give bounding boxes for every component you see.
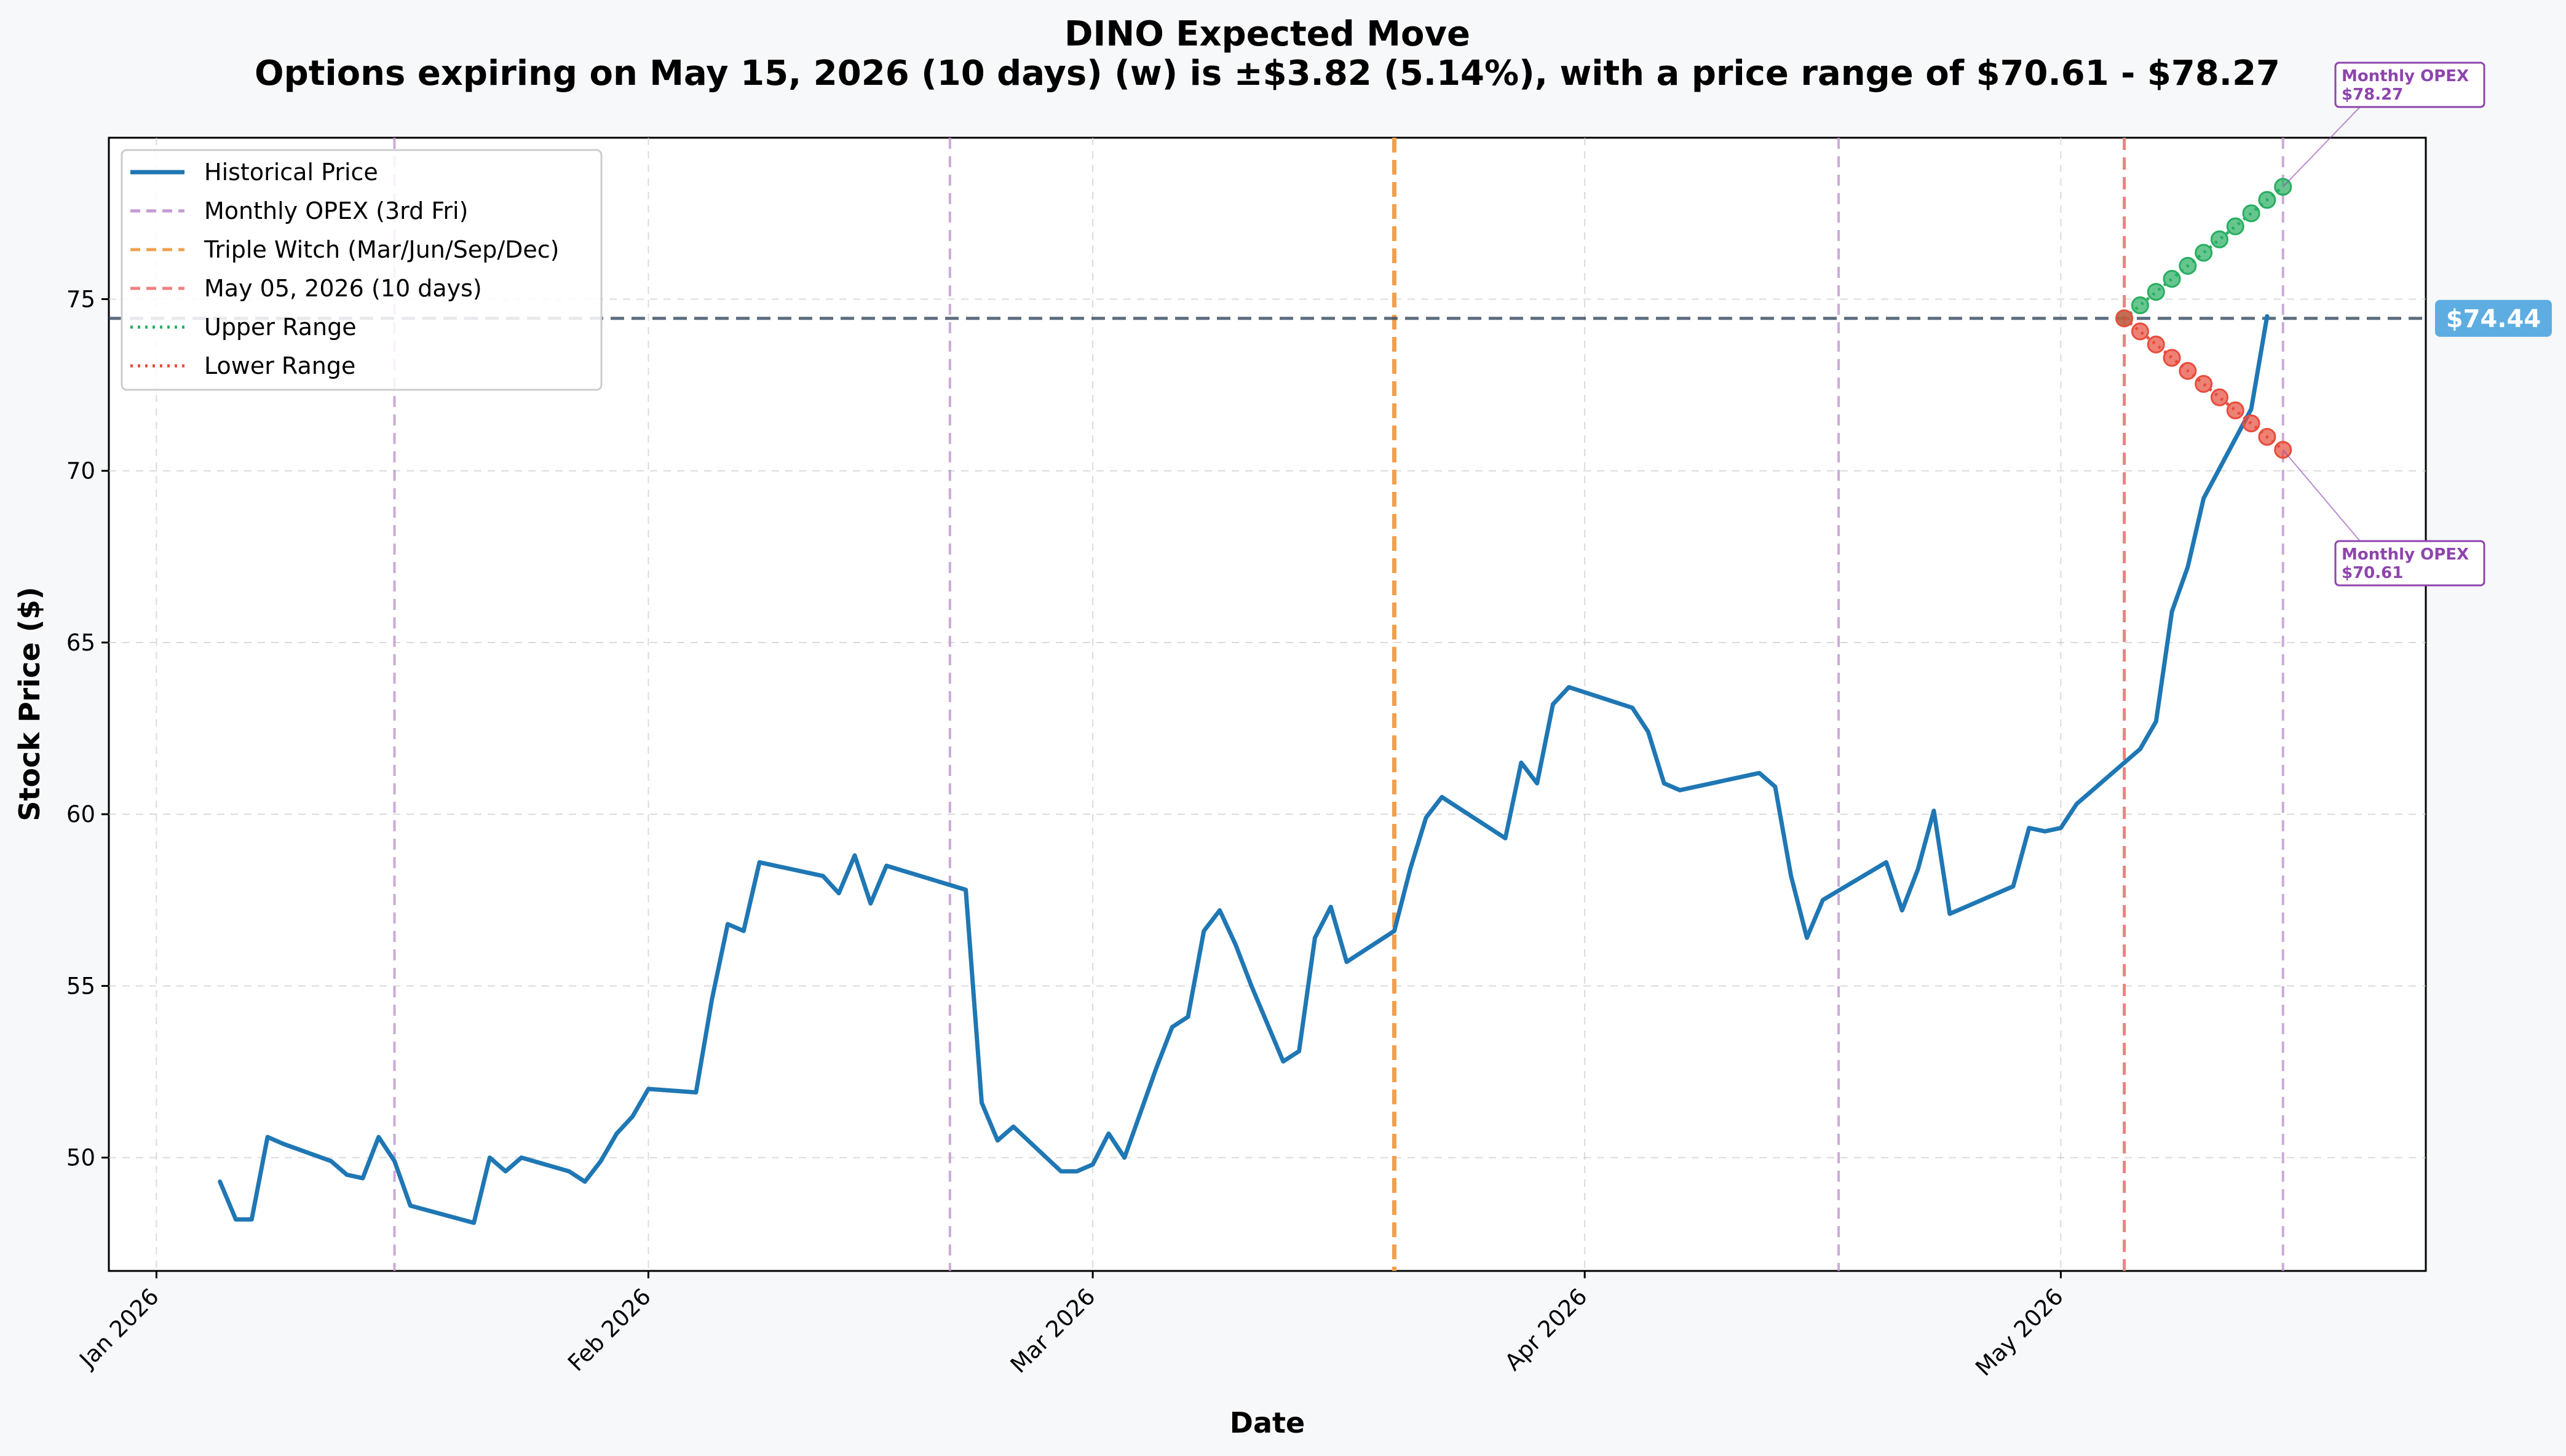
annotation-title: Monthly OPEX xyxy=(2342,67,2469,85)
legend-label: Monthly OPEX (3rd Fri) xyxy=(204,197,468,224)
current-price-tag xyxy=(2435,299,2552,337)
upper-range-point xyxy=(2210,230,2228,248)
y-tick-label: 55 xyxy=(66,973,95,999)
upper-range-point xyxy=(2163,270,2181,288)
annotation-connector xyxy=(2283,106,2361,188)
lower-range-point xyxy=(2242,414,2260,433)
annotation-value: $70.61 xyxy=(2342,564,2403,582)
legend-box xyxy=(121,149,603,391)
y-tick-label: 70 xyxy=(66,458,95,485)
legend-label: Historical Price xyxy=(204,159,378,186)
x-tick-label: Jan 2026 xyxy=(74,1283,164,1374)
annotation-title: Monthly OPEX xyxy=(2342,545,2469,564)
lower-range-point xyxy=(2163,349,2181,367)
upper-range-point xyxy=(2179,256,2197,275)
lower-range-point xyxy=(2115,309,2134,328)
lower-range-point xyxy=(2195,374,2213,393)
annotation-connector xyxy=(2282,449,2361,542)
chart-subtitle: Options expiring on May 15, 2026 (10 day… xyxy=(255,53,2280,93)
upper-range-point xyxy=(2195,243,2213,262)
x-axis-label: Date xyxy=(1230,1406,1305,1439)
historical-price-line xyxy=(218,314,2270,1225)
lower-range-point xyxy=(2147,335,2165,354)
legend: Historical Price Monthly OPEX (3rd Fri) Tr… xyxy=(121,149,603,391)
annotation-box xyxy=(2334,61,2485,108)
x-tick-label: Mar 2026 xyxy=(1005,1283,1101,1379)
y-tick-label: 60 xyxy=(66,801,95,828)
lower-range-point xyxy=(2131,322,2149,341)
series xyxy=(218,178,2292,1225)
lower-range-point xyxy=(2226,401,2244,419)
lower-range-point xyxy=(2258,427,2276,446)
current-price-label: $74.44 xyxy=(2446,305,2541,333)
lower-range-point xyxy=(2179,362,2197,380)
upper-range-point xyxy=(2131,296,2149,315)
y-tick-label: 75 xyxy=(66,286,95,312)
chart-title: DINO Expected Move xyxy=(1064,14,1470,54)
lower-range-point xyxy=(2210,388,2228,406)
x-tick-label: Feb 2026 xyxy=(563,1283,656,1377)
annotation-value: $78.27 xyxy=(2342,85,2403,104)
upper-range-point xyxy=(2226,217,2244,235)
y-tick-label: 50 xyxy=(66,1145,95,1171)
y-tick-label: 65 xyxy=(66,630,95,656)
legend-label: Lower Range xyxy=(204,352,355,379)
legend-label: May 05, 2026 (10 days) xyxy=(204,275,482,302)
annotation-box xyxy=(2334,540,2485,587)
x-tick-label: Apr 2026 xyxy=(1500,1283,1593,1376)
upper-range-point xyxy=(2258,191,2276,209)
upper-range-point xyxy=(2147,283,2165,301)
legend-label: Triple Witch (Mar/Jun/Sep/Dec) xyxy=(204,236,559,263)
upper-range-point xyxy=(2242,204,2260,223)
x-tick-label: May 2026 xyxy=(1970,1283,2068,1381)
legend-label: Upper Range xyxy=(204,314,357,341)
y-axis-label: Stock Price ($) xyxy=(13,587,46,821)
